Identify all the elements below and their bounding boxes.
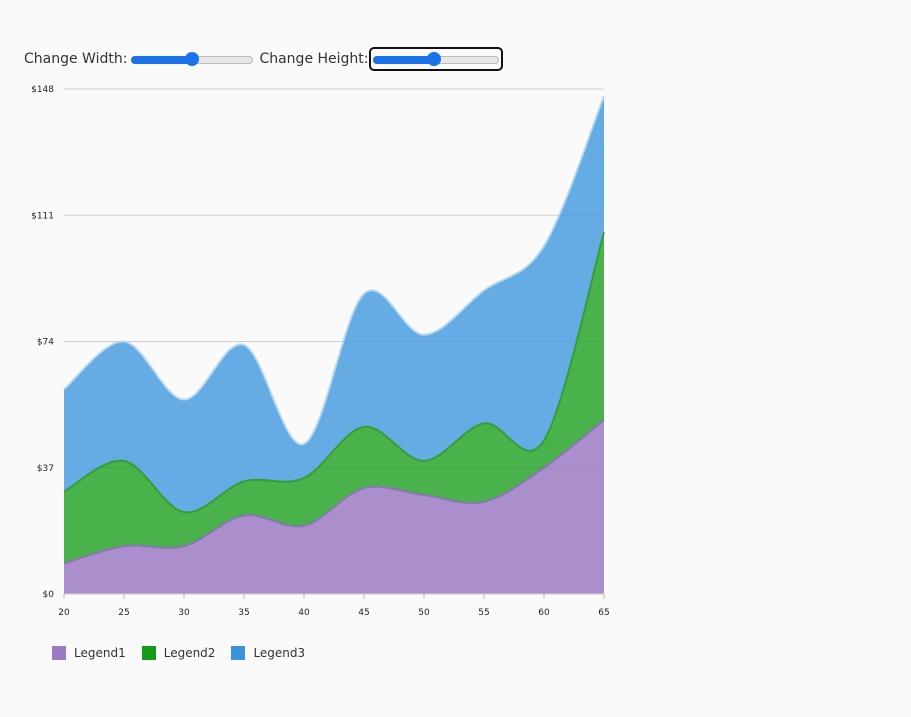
legend-label-1: Legend1: [74, 646, 126, 660]
x-tick-label-3: 35: [238, 608, 249, 618]
legend-item-1[interactable]: Legend1: [52, 646, 126, 660]
y-tick-label-1: $37: [37, 464, 54, 474]
x-tick-label-4: 40: [298, 608, 310, 618]
legend-swatch-3: [231, 646, 246, 660]
x-tick-label-9: 65: [598, 608, 609, 618]
width-slider-thumb[interactable]: [185, 52, 200, 66]
x-tick-label-8: 60: [538, 608, 550, 618]
line-series-2: [63, 232, 605, 514]
width-label: Change Width:: [24, 51, 128, 67]
area-chart: $0 $37 $74 $111 $148 20 25 30 35 40 45 50 55 60 65: [31, 85, 610, 618]
width-slider-fill: [131, 56, 195, 64]
x-tick-label-2: 30: [178, 608, 190, 618]
height-label: Change Height:: [259, 51, 369, 67]
legend-swatch-2: [141, 646, 156, 660]
x-tick-label-1: 25: [118, 608, 129, 618]
area-series-1: [64, 419, 604, 594]
y-tick-label-3: $111: [31, 211, 54, 221]
size-controls: Change Width: Change Height:: [24, 47, 505, 71]
height-slider-thumb[interactable]: [426, 52, 441, 66]
y-tick-label-2: $74: [37, 338, 54, 348]
legend-label-2: Legend2: [163, 646, 216, 660]
line-series-1: [63, 419, 605, 565]
height-slider-fill: [372, 56, 436, 64]
line-series-3: [63, 95, 605, 445]
x-tick-label-0: 20: [58, 608, 70, 618]
area-series-3: [64, 95, 604, 513]
chart-legend: Legend1 Legend2 Legend3: [52, 646, 321, 660]
legend-item-2[interactable]: Legend2: [141, 646, 216, 660]
y-tick-label-0: $0: [43, 590, 55, 600]
legend-label-3: Legend3: [253, 646, 306, 660]
y-tick-label-4: $148: [31, 85, 54, 95]
height-slider[interactable]: [368, 47, 503, 71]
x-tick-label-5: 45: [358, 608, 369, 618]
legend-swatch-1: [52, 646, 66, 660]
width-slider[interactable]: [129, 49, 255, 69]
legend-item-3[interactable]: Legend3: [231, 646, 305, 660]
x-tick-label-6: 50: [418, 608, 430, 618]
area-series-2: [64, 232, 604, 564]
x-tick-label-7: 55: [478, 608, 489, 618]
